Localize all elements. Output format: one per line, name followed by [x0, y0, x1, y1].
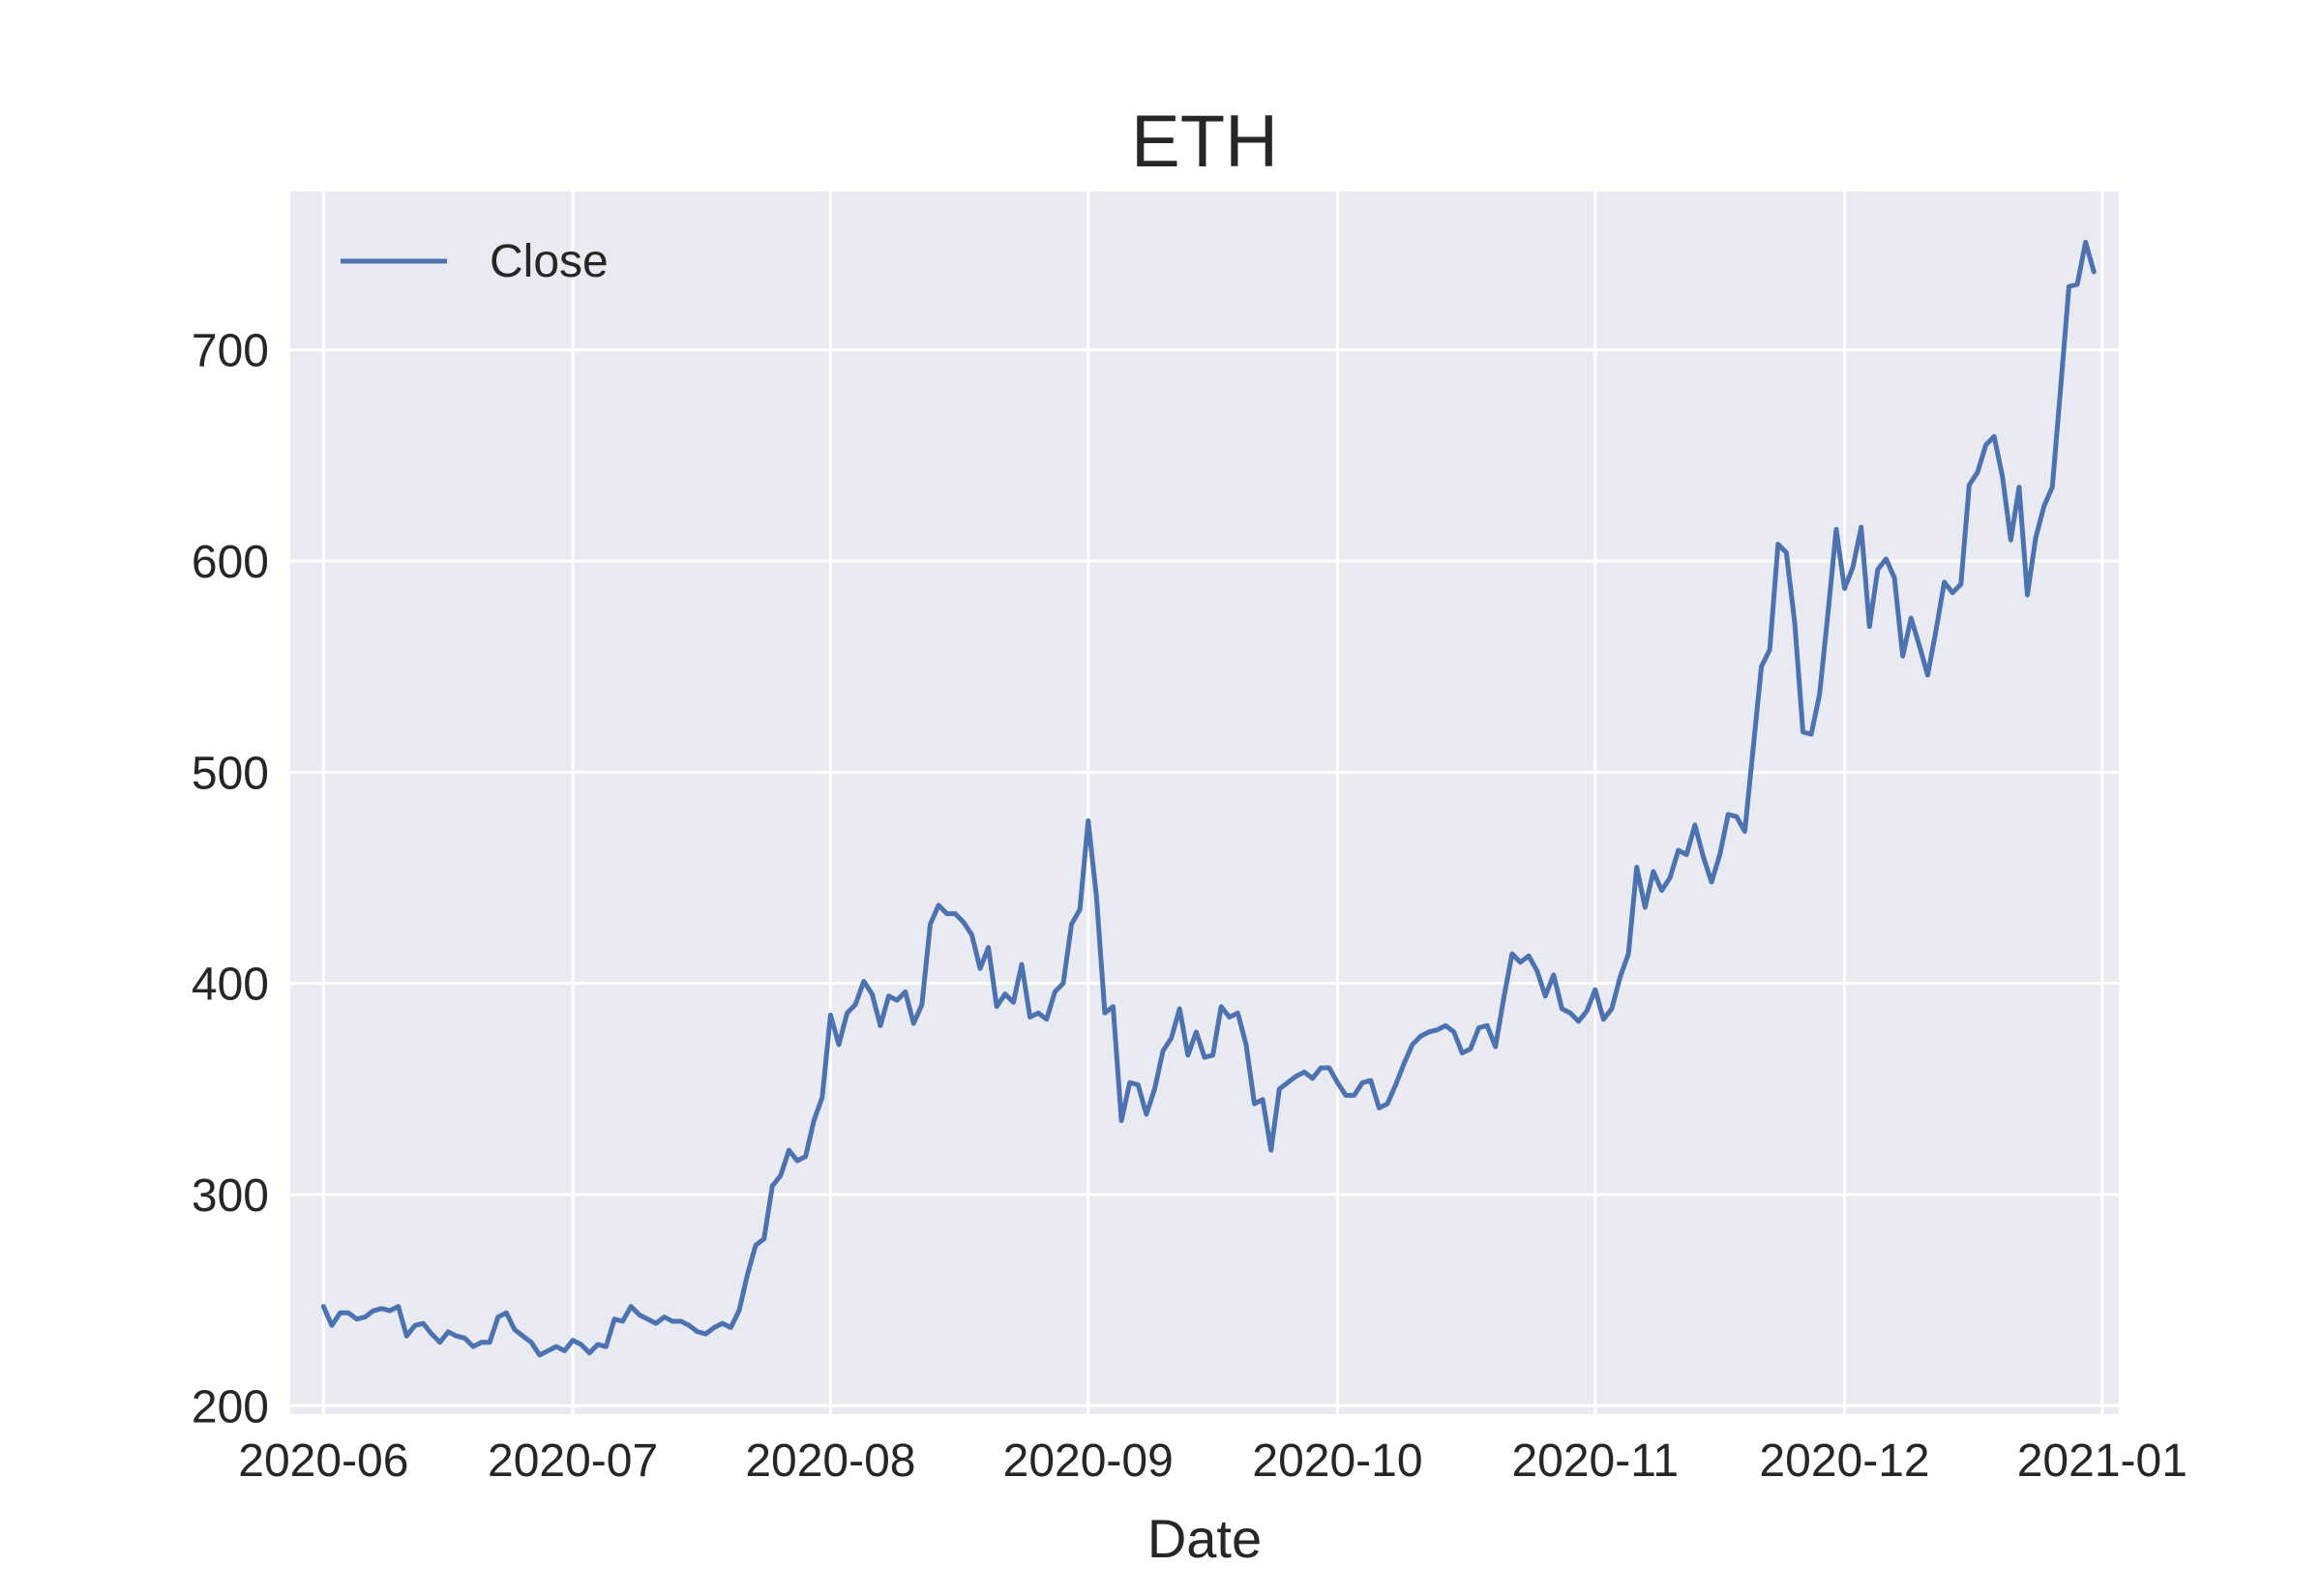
y-tick-label: 700 [192, 326, 269, 377]
legend: Close [341, 236, 609, 287]
chart-title: ETH [1131, 101, 1278, 183]
x-tick-label: 2020-06 [238, 1435, 408, 1487]
grid-lines [290, 192, 2119, 1414]
x-tick-label: 2021-01 [2017, 1435, 2188, 1487]
y-tick-label: 600 [192, 537, 269, 588]
x-tick-label: 2020-10 [1252, 1435, 1422, 1487]
x-tick-label: 2020-08 [745, 1435, 915, 1487]
x-axis-ticks: 2020-06 2020-07 2020-08 2020-09 2020-10 2020-… [238, 1435, 2188, 1487]
x-axis-label: Date [1147, 1508, 1262, 1569]
x-tick-label: 2020-07 [488, 1435, 658, 1487]
y-tick-label: 300 [192, 1170, 269, 1222]
x-tick-label: 2020-12 [1759, 1435, 1929, 1487]
y-tick-label: 200 [192, 1381, 269, 1433]
y-tick-label: 400 [192, 960, 269, 1011]
series-line-close [320, 239, 2097, 1358]
legend-label-close: Close [490, 236, 609, 287]
x-tick-label: 2020-09 [1003, 1435, 1174, 1487]
y-axis-ticks: 200 300 400 500 600 700 [192, 326, 269, 1433]
x-tick-label: 2020-11 [1511, 1435, 1679, 1487]
plot-area [290, 192, 2119, 1414]
y-tick-label: 500 [192, 748, 269, 799]
series-layer [320, 239, 2097, 1358]
